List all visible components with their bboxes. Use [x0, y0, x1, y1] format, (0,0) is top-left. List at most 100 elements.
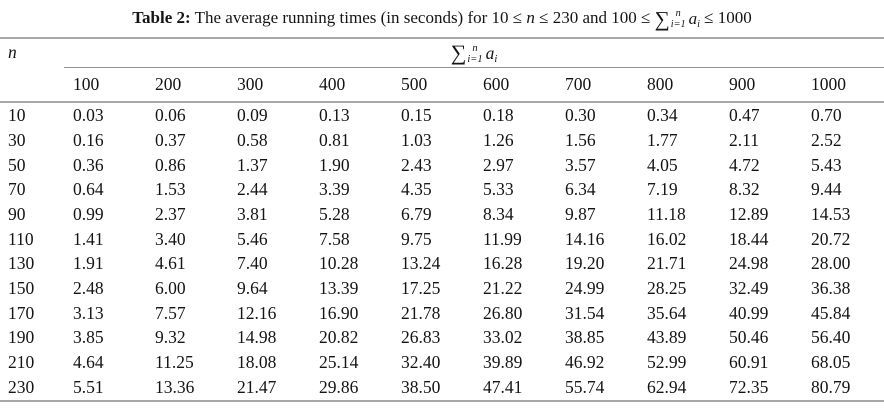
sum-upper-limit: n — [472, 43, 478, 55]
table-row: 150 2.48 6.00 9.64 13.39 17.25 21.22 24.99 28.25… — [0, 276, 884, 301]
time-cell: 24.99 — [565, 277, 605, 298]
table-row: 190 3.85 9.32 14.98 20.82 26.83 33.02 38.85 43.8… — [0, 326, 884, 351]
time-cell: 32.49 — [729, 277, 769, 298]
time-cell: 20.72 — [811, 228, 851, 249]
time-cell: 6.34 — [565, 179, 596, 200]
time-cell: 18.44 — [729, 228, 769, 249]
time-cell: 68.05 — [811, 352, 851, 373]
table-caption: Table 2: The average running times (in s… — [0, 0, 884, 37]
time-cell: 0.15 — [401, 105, 432, 126]
time-cell: 62.94 — [647, 376, 687, 397]
time-cell: 26.83 — [401, 327, 441, 348]
time-cell: 33.02 — [483, 327, 523, 348]
column-header: 300 — [237, 74, 264, 95]
row-n-value: 30 — [8, 129, 26, 150]
caption-text-1: The average running times (in seconds) f… — [190, 8, 527, 27]
column-header: 1000 — [811, 74, 846, 95]
time-cell: 18.08 — [237, 352, 277, 373]
time-cell: 9.44 — [811, 179, 842, 200]
time-cell: 2.48 — [73, 277, 104, 298]
time-cell: 1.90 — [319, 154, 350, 175]
time-cell: 2.52 — [811, 129, 842, 150]
row-n-value: 210 — [8, 352, 35, 373]
time-cell: 24.98 — [729, 253, 769, 274]
time-cell: 0.81 — [319, 129, 350, 150]
time-cell: 11.18 — [647, 203, 686, 224]
var-a-i: ai — [485, 43, 498, 66]
time-cell: 36.38 — [811, 277, 851, 298]
column-header: 600 — [483, 74, 510, 95]
time-cell: 21.71 — [647, 253, 687, 274]
time-cell: 0.99 — [73, 203, 104, 224]
time-cell: 10.28 — [319, 253, 359, 274]
sum-expression: ∑ n i=1 ai — [654, 7, 700, 31]
table-row: 170 3.13 7.57 12.16 16.90 21.78 26.80 31.54 35.6… — [0, 301, 884, 326]
time-cell: 4.61 — [155, 253, 186, 274]
time-cell: 38.85 — [565, 327, 605, 348]
row-n-value: 10 — [8, 105, 26, 126]
table-row: 230 5.51 13.36 21.47 29.86 38.50 47.41 55.74 62.… — [0, 375, 884, 401]
time-cell: 1.91 — [73, 253, 104, 274]
time-cell: 80.79 — [811, 376, 851, 397]
table-row: 50 0.36 0.86 1.37 1.90 2.43 2.97 3.57 4.05 4.72 5.… — [0, 153, 884, 178]
time-cell: 7.58 — [319, 228, 350, 249]
time-cell: 2.44 — [237, 179, 268, 200]
var-n: n — [526, 8, 535, 27]
time-cell: 0.30 — [565, 105, 596, 126]
time-cell: 31.54 — [565, 302, 605, 323]
time-cell: 11.25 — [155, 352, 194, 373]
column-header: 100 — [73, 74, 100, 95]
time-cell: 1.37 — [237, 154, 268, 175]
header-row-columns: 100 200 300 400 500 600 700 800 900 1000 — [0, 68, 884, 103]
time-cell: 4.64 — [73, 352, 104, 373]
time-cell: 21.22 — [483, 277, 523, 298]
time-cell: 39.89 — [483, 352, 523, 373]
running-times-table: n ∑ n i=1 ai 100 200 300 400 500 600 700 80… — [0, 37, 884, 402]
time-cell: 0.36 — [73, 154, 104, 175]
sum-expression: ∑ n i=1 ai — [450, 41, 498, 66]
time-cell: 55.74 — [565, 376, 605, 397]
time-cell: 50.46 — [729, 327, 769, 348]
time-cell: 9.87 — [565, 203, 596, 224]
time-cell: 29.86 — [319, 376, 359, 397]
time-cell: 8.34 — [483, 203, 514, 224]
row-n-value: 170 — [8, 302, 35, 323]
time-cell: 2.37 — [155, 203, 186, 224]
row-n-value: 70 — [8, 179, 26, 200]
sigma-icon: ∑ — [450, 41, 467, 66]
time-cell: 12.89 — [729, 203, 769, 224]
table-row: 70 0.64 1.53 2.44 3.39 4.35 5.33 6.34 7.19 8.32 9.… — [0, 177, 884, 202]
time-cell: 1.03 — [401, 129, 432, 150]
table-row: 30 0.16 0.37 0.58 0.81 1.03 1.26 1.56 1.77 2.11 2.… — [0, 128, 884, 153]
column-header: 500 — [401, 74, 428, 95]
time-cell: 0.03 — [73, 105, 104, 126]
time-cell: 21.78 — [401, 302, 441, 323]
time-cell: 28.00 — [811, 253, 851, 274]
time-cell: 45.84 — [811, 302, 851, 323]
time-cell: 20.82 — [319, 327, 359, 348]
column-header: 200 — [155, 74, 182, 95]
time-cell: 0.18 — [483, 105, 514, 126]
time-cell: 35.64 — [647, 302, 687, 323]
time-cell: 1.56 — [565, 129, 596, 150]
table-row: 110 1.41 3.40 5.46 7.58 9.75 11.99 14.16 16.02 18… — [0, 227, 884, 252]
column-header: 800 — [647, 74, 674, 95]
time-cell: 2.11 — [729, 129, 759, 150]
sigma-icon: ∑ — [654, 7, 670, 31]
time-cell: 19.20 — [565, 253, 605, 274]
column-group-header: ∑ n i=1 ai — [64, 38, 884, 69]
sum-upper-limit: n — [675, 7, 681, 19]
time-cell: 0.06 — [155, 105, 186, 126]
sum-lower-limit: i=1 — [467, 54, 483, 66]
time-cell: 3.13 — [73, 302, 104, 323]
time-cell: 4.05 — [647, 154, 678, 175]
time-cell: 13.36 — [155, 376, 195, 397]
time-cell: 0.37 — [155, 129, 186, 150]
sum-lower-limit: i=1 — [670, 18, 686, 30]
row-n-value: 150 — [8, 277, 35, 298]
time-cell: 6.00 — [155, 277, 186, 298]
time-cell: 11.99 — [483, 228, 522, 249]
time-cell: 25.14 — [319, 352, 359, 373]
time-cell: 6.79 — [401, 203, 432, 224]
time-cell: 1.53 — [155, 179, 186, 200]
